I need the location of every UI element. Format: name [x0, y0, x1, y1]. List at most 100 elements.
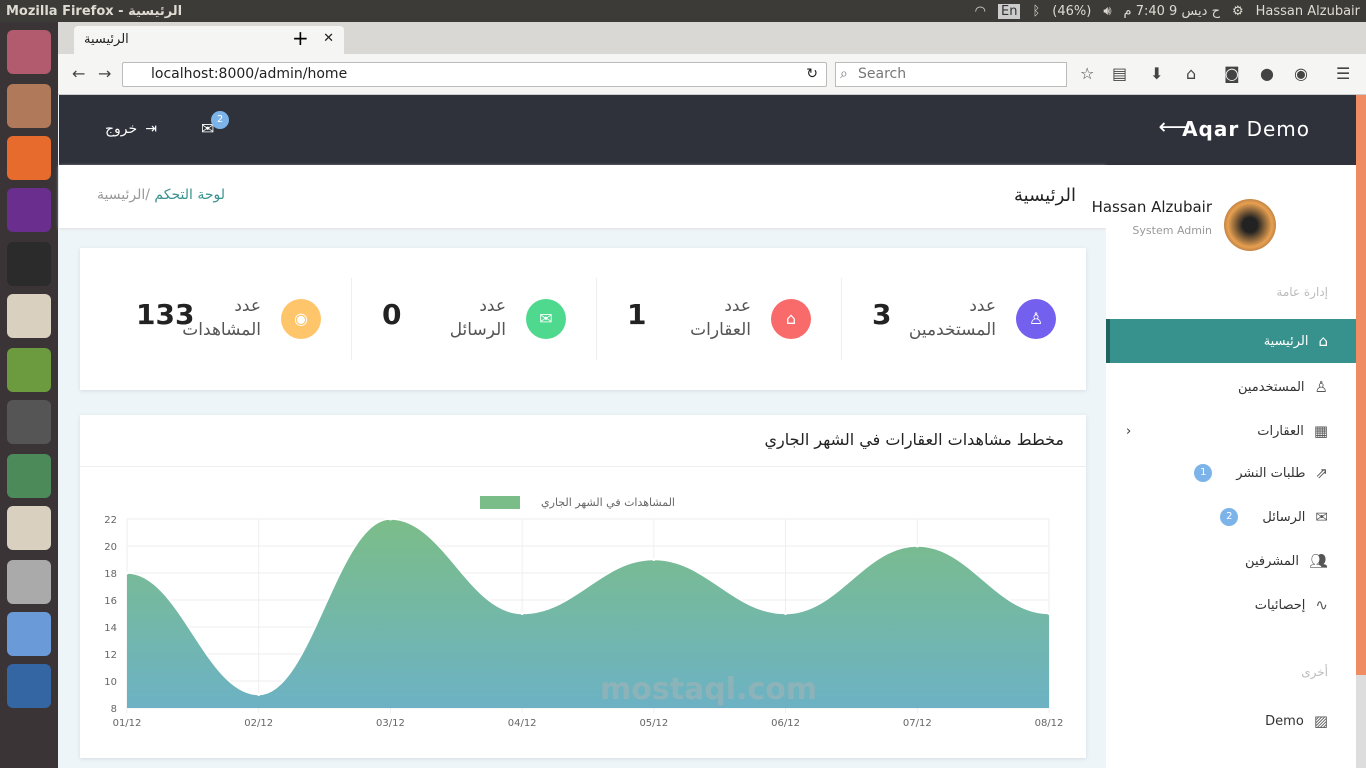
section-label: إدارة عامة: [1276, 285, 1328, 299]
search-icon: ⌕: [840, 66, 848, 82]
image-icon: ▨: [1313, 712, 1328, 730]
stats-card: ♙ عدد المستخدمين 3 ⌂ عدد العقارات 1 ✉ عدد الرسائل 0…: [80, 248, 1086, 390]
menu-icon[interactable]: ☰: [1336, 64, 1351, 83]
x-tick-label: 02/12: [244, 718, 273, 729]
watermark: mostaql.com: [600, 672, 818, 707]
battery-indicator[interactable]: (46%): [1052, 3, 1092, 19]
virtualbox-icon[interactable]: [7, 612, 51, 656]
profile-name[interactable]: Hassan Alzubair: [1091, 198, 1212, 216]
back-button[interactable]: ←: [72, 64, 86, 83]
bookmark-star-icon[interactable]: ☆: [1080, 64, 1095, 83]
sidebar-item[interactable]: ⌂ الرئيسية: [1106, 319, 1356, 363]
stat-value: 3: [872, 298, 892, 331]
building-icon: ▦: [1313, 422, 1328, 440]
envelope-icon: ✉: [1315, 508, 1328, 526]
y-tick-label: 12: [104, 650, 117, 661]
sidebar-item-label: العقارات: [1257, 423, 1304, 439]
app-icon[interactable]: [7, 664, 51, 708]
sidebar-item[interactable]: ∿ إحصائيات: [1106, 583, 1356, 627]
home-icon[interactable]: ⌂: [1186, 64, 1197, 83]
series-area: [127, 519, 1049, 708]
extension-icon[interactable]: ●: [1260, 64, 1274, 83]
text-editor-icon[interactable]: [7, 294, 51, 338]
count-badge: 2: [1220, 508, 1239, 526]
logout-button[interactable]: خروج ⇥: [105, 121, 157, 137]
reload-icon[interactable]: ↻: [806, 66, 818, 82]
y-tick-label: 8: [111, 704, 117, 715]
game-icon[interactable]: [7, 454, 51, 498]
language-indicator[interactable]: En: [998, 3, 1021, 19]
sidebar-item-label: المشرفين: [1245, 553, 1299, 569]
data-point: [784, 612, 788, 615]
menu-toggle-icon[interactable]: ⟵: [1158, 115, 1190, 140]
search-input[interactable]: ⌕ Search: [835, 62, 1067, 87]
sidebar-item-label: الرسائل: [1262, 509, 1306, 525]
wifi-icon[interactable]: ◠: [974, 3, 986, 19]
y-tick-label: 22: [104, 515, 117, 526]
x-tick-label: 07/12: [903, 718, 932, 729]
os-top-panel: Mozilla Firefox - الرئيسية ◠ En ᛒ (46%) …: [0, 0, 1366, 22]
sidebar: Hassan Alzubair System Admin إدارة عامة …: [1092, 165, 1356, 768]
sidebar-item[interactable]: ⇗ طلبات النشر 1: [1106, 451, 1356, 495]
os-user[interactable]: Hassan Alzubair: [1255, 3, 1360, 19]
window-title: Mozilla Firefox - الرئيسية: [6, 3, 183, 19]
sidebar-item[interactable]: ▦ العقارات ‹: [1106, 409, 1356, 453]
ubuntu-icon[interactable]: [7, 30, 51, 74]
chevron-left-icon[interactable]: ‹: [1126, 423, 1132, 439]
firefox-icon[interactable]: [7, 136, 51, 180]
data-point: [1047, 612, 1051, 615]
mail-count-badge: 2: [211, 111, 229, 129]
stat-widget: ⌂ عدد العقارات 1: [596, 278, 841, 360]
download-icon[interactable]: ⬇: [1150, 64, 1164, 83]
home-icon: ⌂: [1318, 332, 1328, 350]
data-point: [125, 571, 129, 575]
gear-icon[interactable]: ⚙: [1231, 3, 1244, 19]
forward-button[interactable]: →: [98, 64, 112, 83]
pocket-icon[interactable]: ◙: [1224, 64, 1240, 83]
app-icon[interactable]: [7, 400, 51, 444]
chart-title: مخطط مشاهدات العقارات في الشهر الجاري: [764, 430, 1065, 449]
url-bar[interactable]: localhost:8000/admin/home ↻: [122, 62, 827, 87]
home-icon: ⌂: [771, 299, 811, 339]
volume-icon[interactable]: 🔊︎: [1103, 3, 1112, 19]
legend-label: المشاهدات في الشهر الجاري: [541, 496, 675, 509]
new-tab-button[interactable]: +: [292, 26, 309, 50]
breadcrumb-home[interactable]: لوحة التحكم: [154, 187, 225, 203]
envelope-icon: ✉: [526, 299, 566, 339]
user-icon: ♙: [1016, 299, 1056, 339]
browser-tab[interactable]: الرئيسية ✕: [74, 26, 344, 54]
stat-widget: ♙ عدد المستخدمين 3: [841, 278, 1086, 360]
tab-bar: الرئيسية ✕ +: [58, 22, 1366, 54]
app-header: Aqar Demo ⟵ خروج ⇥ ✉ 2: [59, 95, 1356, 165]
sidebar-item[interactable]: ✉ الرسائل 2: [1106, 495, 1356, 539]
close-icon[interactable]: ✕: [323, 31, 334, 46]
x-tick-label: 05/12: [639, 718, 668, 729]
clock[interactable]: ح ديس 9 7:40 م: [1123, 3, 1220, 19]
stat-label: عدد الرسائل: [449, 296, 506, 340]
y-tick-label: 16: [104, 596, 117, 607]
brand-logo[interactable]: Aqar Demo: [1182, 117, 1310, 141]
extension-icon[interactable]: ◉: [1294, 64, 1308, 83]
breadcrumb: لوحة التحكم /الرئيسية: [97, 187, 225, 203]
eye-icon: ◉: [281, 299, 321, 339]
data-point: [257, 693, 261, 696]
android-studio-icon[interactable]: [7, 348, 51, 392]
text-editor-icon[interactable]: [7, 506, 51, 550]
files-icon[interactable]: [7, 84, 51, 128]
sidebar-item-label: Demo: [1265, 713, 1304, 729]
terminal-icon[interactable]: [7, 242, 51, 286]
scrollbar-track[interactable]: [1356, 675, 1366, 768]
sidebar-item[interactable]: ▨ Demo: [1106, 699, 1356, 743]
reading-list-icon[interactable]: ▤: [1112, 64, 1128, 83]
scrollbar-thumb[interactable]: [1356, 95, 1366, 675]
mail-button[interactable]: ✉ 2: [201, 111, 229, 138]
avatar[interactable]: [1224, 199, 1276, 251]
phpstorm-icon[interactable]: [7, 188, 51, 232]
chart-line-icon: ∿: [1315, 596, 1328, 614]
stat-value: 1: [627, 298, 647, 331]
sidebar-item[interactable]: 👥︎ المشرفين: [1106, 539, 1356, 583]
y-tick-label: 18: [104, 569, 117, 580]
camera-icon[interactable]: [7, 560, 51, 604]
sidebar-item[interactable]: ♙ المستخدمين: [1106, 365, 1356, 409]
bluetooth-icon[interactable]: ᛒ: [1032, 3, 1041, 19]
